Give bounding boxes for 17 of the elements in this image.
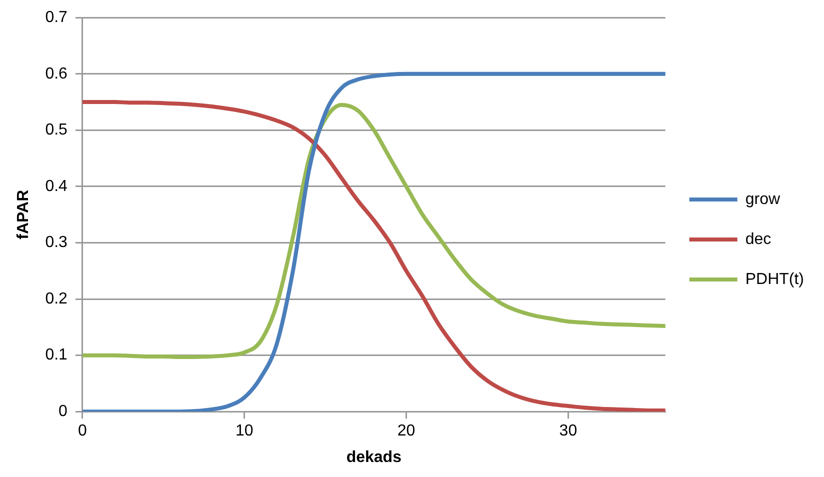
legend-label: dec [745, 230, 772, 248]
y-tick-label: 0.6 [45, 65, 68, 82]
x-tick-label: 10 [235, 422, 254, 440]
y-tick-label: 0 [58, 403, 68, 420]
y-tick-label: 0.3 [45, 234, 68, 252]
x-tick-label: 0 [78, 422, 87, 440]
x-axis-title: dekads [346, 448, 402, 466]
x-tick-label: 30 [559, 422, 578, 440]
x-tick-label: 20 [397, 422, 416, 440]
y-tick-label: 0.1 [45, 346, 68, 364]
legend-label: PDHT(t) [745, 270, 804, 288]
y-tick-label: 0.4 [45, 178, 68, 195]
y-tick-label: 0.5 [45, 122, 68, 139]
y-tick-label: 0.2 [45, 290, 68, 308]
y-axis-title: fAPAR [15, 189, 32, 240]
legend-label: grow [745, 190, 780, 208]
y-tick-label: 0.7 [45, 9, 68, 26]
